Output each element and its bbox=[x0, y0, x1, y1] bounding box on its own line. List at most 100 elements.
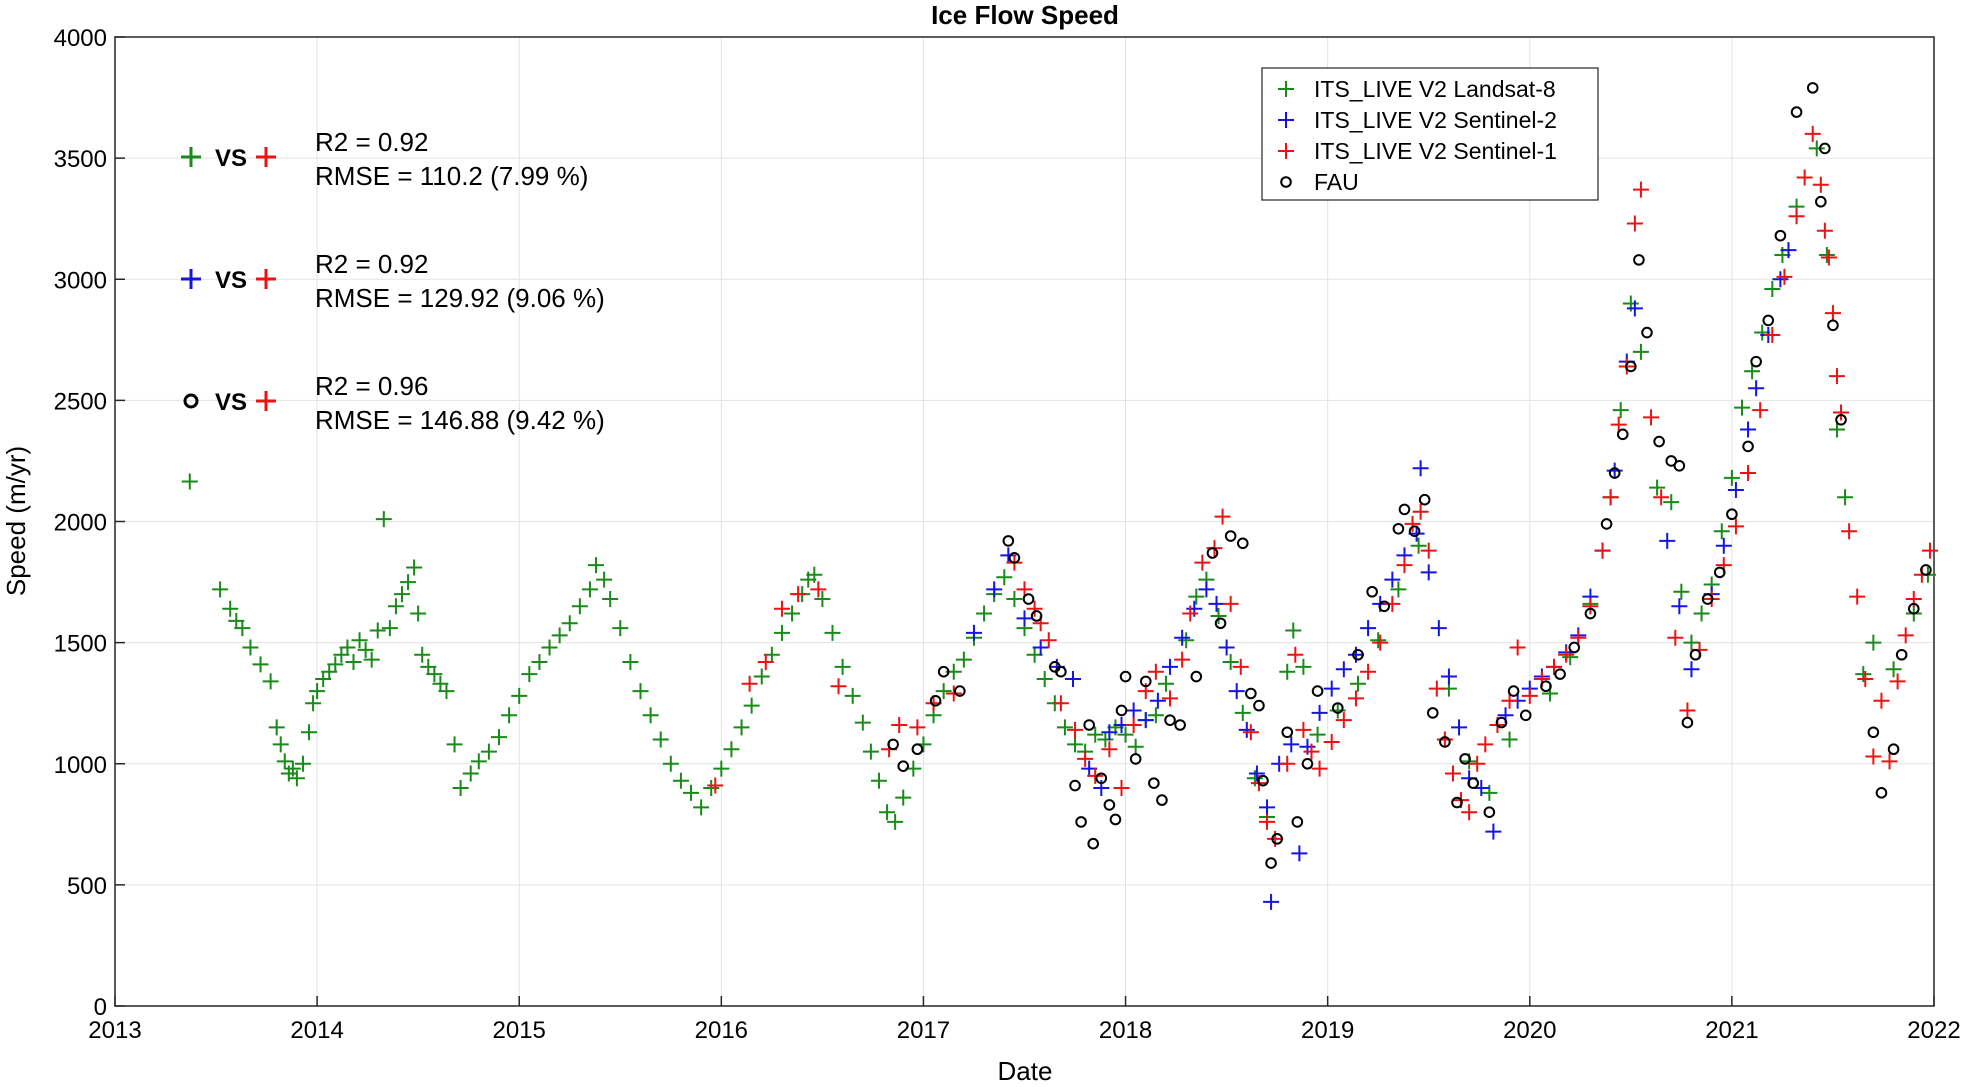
data-point-plus bbox=[1679, 702, 1696, 719]
data-point-plus bbox=[834, 658, 851, 675]
data-point-plus bbox=[1372, 634, 1389, 651]
data-point-plus bbox=[1323, 733, 1340, 750]
data-point-circle bbox=[1451, 796, 1463, 809]
data-point-plus bbox=[1752, 402, 1769, 419]
data-point-plus bbox=[1857, 670, 1874, 687]
data-point-circle bbox=[1665, 455, 1678, 467]
data-point-plus bbox=[363, 651, 380, 668]
data-point-plus bbox=[1818, 247, 1835, 264]
series-its-live-v2-sentinel-1 bbox=[707, 125, 1938, 847]
data-point-plus bbox=[1404, 515, 1421, 532]
data-point-plus bbox=[181, 473, 198, 490]
data-point-plus bbox=[1865, 634, 1882, 651]
data-point-plus bbox=[844, 687, 861, 704]
data-point-circle bbox=[1568, 641, 1581, 654]
data-point-circle bbox=[1214, 617, 1227, 630]
data-point-plus bbox=[1649, 479, 1666, 496]
data-point-plus bbox=[1067, 736, 1084, 753]
data-point-plus bbox=[1796, 169, 1813, 186]
data-point-circle bbox=[1673, 459, 1686, 472]
data-point-plus bbox=[1451, 719, 1468, 736]
data-point-plus bbox=[1612, 402, 1629, 419]
data-point-plus bbox=[814, 591, 831, 608]
data-point-plus bbox=[1279, 663, 1296, 680]
data-point-plus bbox=[1137, 712, 1154, 729]
data-point-plus bbox=[1570, 629, 1587, 646]
data-point-plus bbox=[1323, 680, 1340, 697]
x-tick-label: 2022 bbox=[1907, 1017, 1960, 1044]
data-point-plus bbox=[1715, 537, 1732, 554]
data-point-plus bbox=[272, 736, 289, 753]
data-point-plus bbox=[1477, 736, 1494, 753]
data-point-plus bbox=[1279, 755, 1296, 772]
data-point-plus bbox=[1501, 692, 1518, 709]
data-point-plus bbox=[773, 624, 790, 641]
data-point-plus bbox=[491, 729, 508, 746]
data-point-circle bbox=[1681, 716, 1694, 729]
data-point-plus bbox=[1780, 242, 1797, 259]
data-point-plus bbox=[909, 719, 926, 736]
data-point-circle bbox=[897, 760, 910, 772]
data-point-plus bbox=[288, 770, 305, 787]
data-point-plus bbox=[1776, 268, 1793, 285]
data-point-plus bbox=[662, 755, 679, 772]
data-point-circle bbox=[1867, 726, 1880, 739]
data-point-plus bbox=[1016, 581, 1033, 598]
data-point-plus bbox=[1727, 518, 1744, 535]
data-point-plus bbox=[1632, 343, 1649, 360]
data-point-circle bbox=[1507, 685, 1520, 697]
data-point-plus bbox=[588, 557, 605, 574]
x-tick-label: 2016 bbox=[695, 1017, 748, 1044]
data-point-plus bbox=[870, 772, 887, 789]
data-point-plus bbox=[1885, 661, 1902, 678]
data-point-plus bbox=[1606, 462, 1623, 479]
annotation-r2: R2 = 0.96 bbox=[315, 371, 428, 401]
data-point-circle bbox=[1366, 585, 1378, 598]
data-point-plus bbox=[703, 779, 720, 796]
data-point-plus bbox=[462, 765, 479, 782]
data-point-plus bbox=[357, 641, 374, 658]
data-point-plus bbox=[1748, 380, 1765, 397]
x-tick-label: 2020 bbox=[1503, 1017, 1556, 1044]
data-point-plus bbox=[1149, 692, 1166, 709]
annotation-marker-a bbox=[181, 269, 201, 289]
y-tick-label: 3500 bbox=[54, 146, 107, 173]
data-point-plus bbox=[1602, 489, 1619, 506]
data-point-plus bbox=[1610, 416, 1627, 433]
data-point-plus bbox=[301, 724, 318, 741]
annotation-r2: R2 = 0.92 bbox=[315, 127, 428, 157]
data-point-plus bbox=[612, 620, 629, 637]
data-point-plus bbox=[1663, 494, 1680, 511]
data-point-plus bbox=[1683, 661, 1700, 678]
data-point-plus bbox=[642, 707, 659, 724]
data-point-plus bbox=[1828, 421, 1845, 438]
data-point-plus bbox=[1117, 726, 1134, 743]
data-point-plus bbox=[1065, 670, 1082, 687]
data-point-plus bbox=[1188, 588, 1205, 605]
data-point-plus bbox=[1632, 181, 1649, 198]
data-point-circle bbox=[1519, 709, 1532, 722]
data-point-plus bbox=[1849, 588, 1866, 605]
data-point-circle bbox=[1022, 593, 1035, 605]
data-point-circle bbox=[1109, 813, 1122, 826]
annotation-rmse: RMSE = 146.88 (9.42 %) bbox=[315, 405, 605, 435]
data-point-plus bbox=[1501, 731, 1518, 748]
data-point-plus bbox=[1841, 523, 1858, 540]
data-point-plus bbox=[1833, 404, 1850, 421]
data-point-plus bbox=[741, 675, 758, 692]
data-point-plus bbox=[1436, 731, 1453, 748]
data-point-circle bbox=[1087, 837, 1100, 850]
data-point-plus bbox=[1259, 813, 1276, 830]
data-point-plus bbox=[1360, 620, 1377, 637]
data-point-circle bbox=[1253, 699, 1265, 712]
data-point-circle bbox=[1625, 360, 1637, 373]
data-point-circle bbox=[1352, 648, 1364, 661]
data-point-plus bbox=[1125, 702, 1142, 719]
legend-label: FAU bbox=[1314, 169, 1359, 195]
data-point-plus bbox=[1087, 767, 1104, 784]
data-point-plus bbox=[1594, 542, 1611, 559]
data-point-plus bbox=[1174, 651, 1191, 668]
data-point-plus bbox=[470, 753, 487, 770]
data-point-plus bbox=[1016, 610, 1033, 627]
